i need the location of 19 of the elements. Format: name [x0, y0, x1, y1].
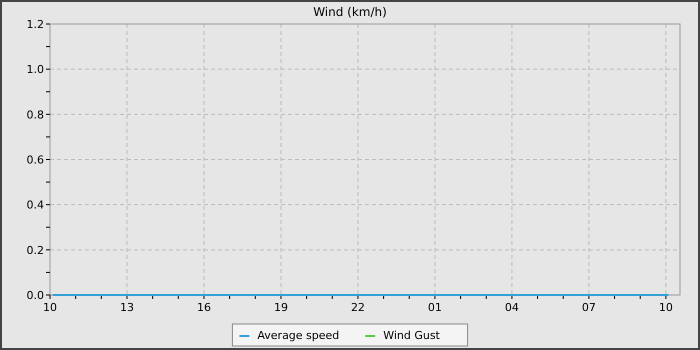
y-tick-label: 0.6	[26, 154, 44, 166]
chart-title: Wind (km/h)	[313, 5, 387, 19]
x-tick-label: 04	[504, 301, 519, 314]
y-tick-label: 0.8	[26, 108, 44, 122]
x-tick-label: 19	[274, 301, 288, 314]
x-tick-label: 13	[120, 301, 134, 314]
y-tick-label: 1.0	[26, 63, 44, 76]
x-tick-label: 10	[658, 301, 673, 314]
x-tick-label: 07	[582, 301, 596, 314]
y-tick-label: 0.0	[26, 289, 44, 302]
x-tick-label: 16	[196, 301, 211, 314]
x-tick-label: 22	[350, 301, 365, 314]
y-tick-label: 1.2	[26, 18, 44, 31]
legend-label: Average speed	[257, 329, 340, 342]
x-tick-label: 01	[428, 301, 442, 314]
legend-label: Wind Gust	[383, 329, 441, 342]
x-tick-label: 10	[43, 301, 57, 314]
y-tick-label: 0.2	[26, 244, 44, 257]
y-tick-label: 0.4	[26, 198, 44, 212]
